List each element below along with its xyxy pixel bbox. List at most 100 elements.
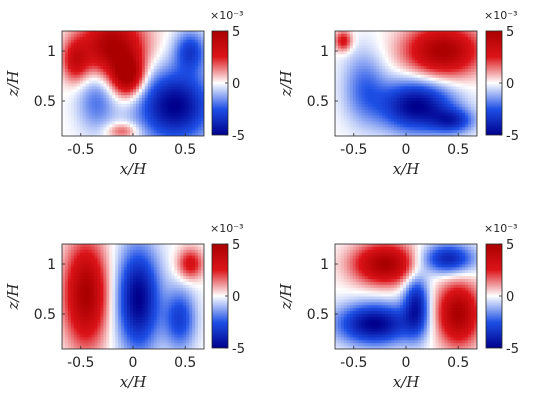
heatmap-cell <box>474 89 477 93</box>
heatmap-cell <box>435 83 439 87</box>
heatmap-cell <box>76 51 81 55</box>
heatmap-cell <box>171 322 175 327</box>
heatmap-cell <box>94 71 98 76</box>
heatmap-cell <box>444 54 448 58</box>
heatmap-cell <box>79 133 84 136</box>
heatmap-cell <box>474 66 477 70</box>
heatmap-cell <box>438 68 442 73</box>
heatmap-cell <box>159 54 163 58</box>
heatmap-cell <box>358 77 363 81</box>
heatmap-cell <box>408 101 413 105</box>
heatmap-cell <box>162 331 166 335</box>
heatmap-cell <box>192 54 196 58</box>
heatmap-cell <box>195 60 199 64</box>
heatmap-cell <box>426 89 431 93</box>
heatmap-cell <box>180 325 184 329</box>
heatmap-cell <box>153 270 158 274</box>
heatmap-cell <box>97 281 101 286</box>
heatmap-cell <box>201 51 204 55</box>
heatmap-cell <box>429 133 434 136</box>
heatmap-cell <box>85 293 90 297</box>
heatmap-cell <box>429 51 434 55</box>
heatmap-cell <box>361 118 365 122</box>
heatmap-cell <box>73 244 78 248</box>
heatmap-cell <box>133 83 137 87</box>
heatmap-cell <box>168 334 172 338</box>
heatmap-cell <box>133 109 137 114</box>
heatmap-cell <box>144 115 149 119</box>
colorbar-tick-label: -5 <box>506 129 519 144</box>
heatmap-cell <box>130 258 134 262</box>
heatmap-cell <box>165 325 169 329</box>
heatmap-cell <box>444 36 448 41</box>
heatmap-cell <box>156 118 161 122</box>
heatmap-cell <box>133 42 137 46</box>
heatmap-cell <box>414 63 419 67</box>
heatmap-cell <box>85 261 90 265</box>
heatmap-cell <box>141 118 146 122</box>
heatmap-cell <box>144 281 149 286</box>
heatmap-cell <box>189 33 193 38</box>
heatmap-cell <box>355 36 360 41</box>
heatmap-cell <box>115 258 119 262</box>
heatmap-cell <box>471 86 475 90</box>
heatmap-cell <box>135 314 140 318</box>
heatmap-cell <box>400 48 404 52</box>
heatmap-cell <box>91 264 95 268</box>
heatmap-cell <box>397 57 401 61</box>
heatmap-cell <box>97 296 101 300</box>
heatmap-cell <box>156 290 161 294</box>
heatmap-cell <box>112 33 116 38</box>
heatmap-cell <box>429 83 434 87</box>
heatmap-cell <box>373 36 377 41</box>
heatmap-cell <box>118 316 122 321</box>
heatmap-cell <box>97 115 101 119</box>
heatmap-cell <box>100 255 104 259</box>
heatmap-cell <box>459 83 463 87</box>
heatmap-cell <box>343 57 348 61</box>
heatmap-cell <box>165 42 169 46</box>
heatmap-cell <box>343 109 348 114</box>
heatmap-cell <box>153 281 158 286</box>
heatmap-cell <box>73 39 78 44</box>
heatmap-cell <box>450 118 454 122</box>
heatmap-cell <box>121 308 125 312</box>
heatmap-cell <box>335 39 339 44</box>
heatmap-cell <box>70 133 75 136</box>
heatmap-cell <box>135 287 140 292</box>
heatmap-cell <box>459 66 463 70</box>
heatmap-cell <box>88 322 92 327</box>
heatmap-cell <box>62 244 66 248</box>
heatmap-cell <box>73 258 78 262</box>
heatmap-cell <box>112 284 116 289</box>
heatmap-cell <box>385 106 389 111</box>
heatmap-cell <box>411 106 416 111</box>
heatmap-cell <box>174 246 178 251</box>
heatmap-cell <box>171 89 175 93</box>
heatmap-cell <box>135 284 140 289</box>
heatmap-cell <box>174 343 178 347</box>
heatmap-cell <box>156 279 161 283</box>
heatmap-cell <box>106 124 110 128</box>
heatmap-cell <box>106 33 110 38</box>
heatmap-cell <box>97 244 101 248</box>
heatmap-cell <box>180 66 184 70</box>
heatmap-cell <box>201 92 204 96</box>
heatmap-cell <box>346 83 351 87</box>
heatmap-cell <box>127 311 131 315</box>
heatmap-cell <box>408 36 413 41</box>
heatmap-cell <box>112 45 116 49</box>
heatmap-cell <box>159 66 163 70</box>
heatmap-cell <box>468 74 472 79</box>
heatmap-cell <box>103 279 107 283</box>
heatmap-cell <box>373 39 377 44</box>
heatmap-cell <box>130 68 134 73</box>
heatmap-cell <box>162 328 166 332</box>
heatmap-cell <box>367 48 371 52</box>
heatmap-cell <box>397 48 401 52</box>
heatmap-cell <box>174 86 178 90</box>
heatmap-cell <box>195 133 199 136</box>
heatmap-cell <box>67 48 72 52</box>
heatmap-cell <box>346 98 351 102</box>
heatmap-cell <box>124 340 128 344</box>
